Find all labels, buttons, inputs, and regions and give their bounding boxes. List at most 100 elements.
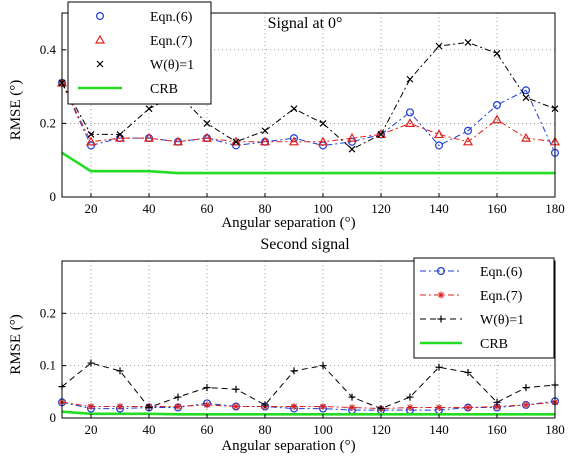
data-point — [404, 118, 416, 128]
data-point — [116, 131, 124, 138]
data-point — [203, 384, 211, 392]
legend-label: CRB — [480, 337, 508, 352]
series-line — [61, 400, 556, 411]
data-point — [462, 136, 474, 146]
data-point — [319, 119, 327, 127]
data-point — [288, 136, 300, 146]
chart-panel-1: 20 40 60 80 100 120 140 160 180 0 0.2 0.4 Signal at … — [8, 1, 565, 231]
x-tick-label: 60 — [201, 201, 214, 216]
data-point — [520, 132, 532, 142]
legend-label: W(θ)=1 — [480, 313, 524, 328]
data-point — [114, 132, 126, 142]
data-point — [406, 108, 415, 117]
legend-item: CRB — [78, 82, 178, 97]
legend-marker — [94, 34, 106, 44]
series-line — [61, 401, 556, 410]
data-point — [522, 401, 530, 409]
data-point — [232, 138, 240, 146]
data-point — [522, 384, 530, 392]
data-point — [261, 127, 269, 135]
x-axis-label: Angular separation (°) — [221, 215, 355, 231]
data-point — [174, 393, 182, 401]
axes-frame — [61, 260, 556, 419]
data-point — [406, 404, 414, 412]
y-tick-label: 0.2 — [40, 305, 56, 320]
legend-item: W(θ)=1 — [96, 58, 194, 73]
data-point — [145, 404, 153, 412]
data-point — [435, 141, 444, 150]
legend-marker — [95, 12, 104, 21]
data-point — [375, 129, 387, 139]
x-tick-label: 120 — [371, 201, 391, 216]
legend-label: Eqn.(6) — [150, 10, 193, 25]
legend-marker — [437, 315, 445, 323]
legend-label: Eqn.(6) — [480, 265, 523, 280]
y-tick-label: 0.4 — [40, 42, 57, 57]
axes-frame — [61, 12, 556, 198]
data-point — [433, 129, 445, 139]
data-point — [435, 42, 443, 50]
data-point — [348, 393, 356, 401]
x-tick-label: 80 — [259, 422, 272, 437]
data-point — [377, 131, 385, 138]
series-Eqn.(7) — [56, 77, 561, 146]
legend-box — [413, 257, 555, 359]
legend-item: W(θ)=1 — [420, 313, 524, 328]
data-point — [174, 402, 182, 410]
data-point — [116, 402, 124, 410]
legend-item: CRB — [420, 337, 508, 352]
legend-marker — [437, 291, 445, 299]
x-tick-label: 80 — [259, 201, 272, 216]
chart-panel-2: 20 40 60 80 100 120 140 160 180 0 0.1 0.2 Second sig… — [8, 236, 565, 454]
data-point — [87, 402, 95, 410]
data-point — [203, 119, 211, 127]
legend-label: Eqn.(7) — [150, 34, 193, 49]
data-point — [290, 367, 298, 375]
data-point — [521, 86, 530, 95]
legend-marker — [437, 267, 446, 276]
legend-item: Eqn.(6) — [95, 10, 193, 25]
data-point — [493, 100, 502, 109]
data-point — [172, 136, 184, 146]
data-point — [290, 402, 298, 410]
data-point — [348, 404, 356, 412]
data-point — [290, 105, 298, 113]
series-line — [61, 410, 555, 416]
data-point — [232, 385, 240, 393]
data-point — [259, 136, 271, 146]
data-point — [435, 363, 443, 371]
y-tick-label: 0.1 — [40, 358, 56, 373]
legend: Eqn.(6) Eqn.(7) W(θ)=1 CRB — [67, 1, 212, 105]
series-line — [61, 82, 556, 143]
legend-marker — [96, 60, 104, 68]
x-tick-label: 140 — [429, 201, 449, 216]
x-tick-label: 40 — [143, 201, 156, 216]
x-tick-label: 160 — [487, 201, 507, 216]
y-tick-label: 0 — [50, 189, 57, 204]
legend-item: Eqn.(7) — [420, 289, 523, 304]
data-point — [317, 136, 329, 146]
data-point — [232, 402, 240, 410]
data-point — [491, 114, 503, 124]
series-line — [61, 151, 555, 175]
data-point — [493, 402, 501, 410]
data-point — [377, 405, 385, 413]
y-axis-label: RMSE (°) — [8, 80, 24, 141]
data-point — [319, 402, 327, 410]
x-tick-label: 60 — [201, 422, 214, 437]
data-point — [116, 367, 124, 375]
x-tick-label: 40 — [143, 422, 156, 437]
x-tick-label: 120 — [371, 422, 391, 437]
x-tick-label: 180 — [545, 201, 565, 216]
legend-label: CRB — [150, 82, 178, 97]
series-CRB — [61, 151, 555, 175]
x-tick-label: 140 — [429, 422, 449, 437]
chart-title: Signal at 0° — [268, 15, 343, 32]
x-tick-label: 160 — [487, 422, 507, 437]
x-tick-label: 20 — [85, 201, 98, 216]
data-point — [406, 75, 414, 83]
data-point — [346, 132, 358, 142]
y-tick-label: 0 — [50, 410, 57, 425]
series-line — [61, 362, 556, 410]
